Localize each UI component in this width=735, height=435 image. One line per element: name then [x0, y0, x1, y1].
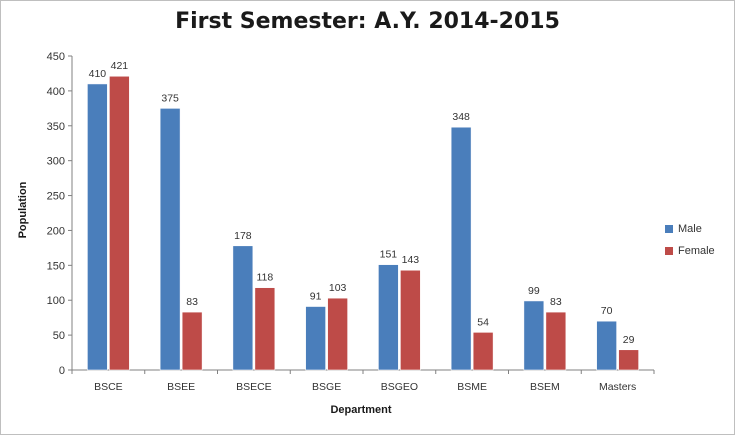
- bar-male: [378, 264, 399, 371]
- y-tick-label: 100: [47, 295, 65, 307]
- legend-label-male: Male: [678, 223, 702, 235]
- y-tick-label: 350: [47, 121, 65, 133]
- y-tick-label: 50: [53, 330, 65, 342]
- data-label-male: 410: [89, 68, 107, 80]
- bar-female: [472, 332, 494, 371]
- data-label-female: 54: [477, 316, 489, 328]
- y-tick-label: 250: [47, 191, 65, 203]
- bar-female: [109, 75, 130, 371]
- legend: Male Female: [665, 218, 731, 262]
- x-tick-label: BSECE: [236, 381, 272, 393]
- bar-male: [159, 108, 181, 371]
- data-label-male: 151: [380, 249, 398, 261]
- y-tick-label: 200: [47, 225, 65, 237]
- legend-item-female: Female: [665, 240, 731, 262]
- bar-male: [305, 306, 326, 371]
- data-label-male: 178: [234, 230, 252, 242]
- data-label-male: 375: [161, 92, 179, 104]
- bar-female: [254, 287, 276, 371]
- x-tick-label: BSEM: [530, 381, 560, 393]
- data-label-male: 99: [528, 285, 540, 297]
- y-axis-label: Population: [17, 181, 29, 239]
- x-axis-label: Department: [330, 404, 392, 416]
- data-label-female: 83: [186, 296, 198, 308]
- bar-male: [523, 300, 545, 371]
- bar-male: [87, 83, 108, 371]
- bar-female: [327, 297, 348, 371]
- bar-female: [618, 349, 639, 371]
- x-tick-label: Masters: [599, 381, 636, 393]
- y-tick-label: 450: [47, 51, 65, 63]
- bar-male: [596, 320, 617, 371]
- bar-male: [232, 245, 254, 371]
- data-label-male: 70: [601, 305, 613, 317]
- bar-female: [400, 269, 421, 371]
- legend-item-male: Male: [665, 218, 731, 240]
- data-label-female: 143: [402, 254, 420, 266]
- x-tick-label: BSCE: [94, 381, 123, 393]
- legend-swatch-female: [665, 247, 673, 255]
- y-tick-label: 0: [59, 365, 65, 377]
- y-tick-label: 150: [47, 260, 65, 272]
- bar-male: [450, 126, 472, 371]
- bar-female: [181, 311, 203, 371]
- legend-label-female: Female: [678, 245, 715, 257]
- data-label-female: 118: [257, 272, 274, 284]
- x-tick-label: BSME: [457, 381, 487, 393]
- y-tick-label: 400: [47, 86, 65, 98]
- data-label-female: 83: [550, 296, 562, 308]
- x-tick-label: BSEE: [167, 381, 195, 393]
- y-tick-label: 300: [47, 156, 65, 168]
- data-label-female: 421: [111, 60, 129, 72]
- x-tick-label: BSGE: [312, 381, 341, 393]
- data-label-female: 29: [623, 334, 635, 346]
- x-tick-label: BSGEO: [381, 381, 418, 393]
- data-label-male: 348: [452, 111, 470, 123]
- chart-title: First Semester: A.Y. 2014-2015: [175, 9, 560, 34]
- legend-swatch-male: [665, 225, 673, 233]
- data-label-female: 103: [329, 282, 347, 294]
- bar-female: [545, 311, 567, 371]
- data-label-male: 91: [310, 291, 322, 303]
